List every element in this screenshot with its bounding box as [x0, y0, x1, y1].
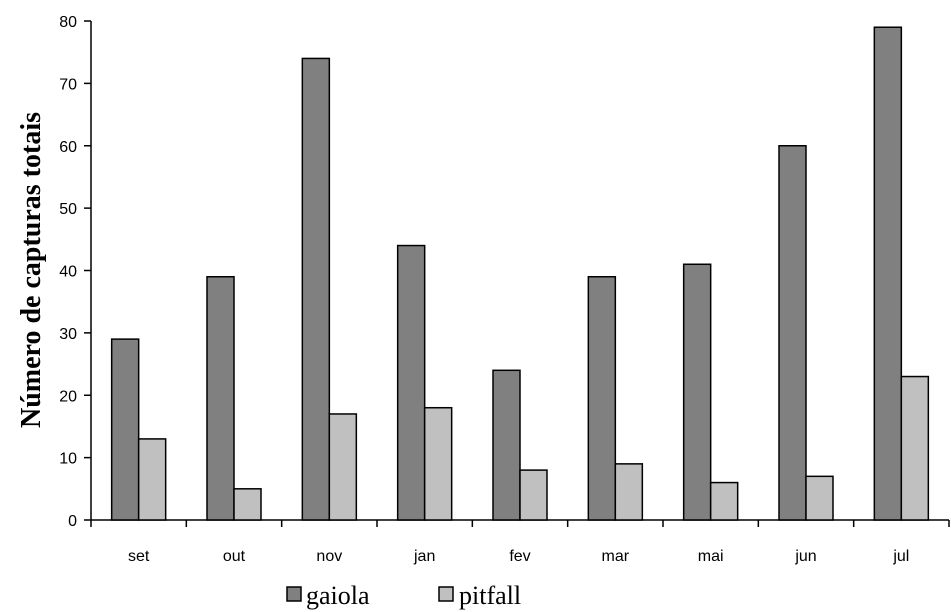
y-tick-label: 20: [59, 388, 77, 405]
bar-pitfall-out: [233, 488, 262, 521]
bar-gaiola-fev: [492, 369, 521, 521]
bar-gaiola-out: [206, 275, 235, 521]
x-tick-label-jan: jan: [413, 548, 435, 565]
bar-gaiola-set: [110, 338, 140, 521]
y-tick-label: 0: [68, 513, 77, 530]
legend-swatch-gaiola: [286, 586, 302, 602]
y-tick-label: 70: [59, 76, 77, 93]
y-tick-label: 50: [59, 201, 77, 218]
x-tick-labels: set out nov jan fev mar mai jun jul: [128, 548, 909, 565]
x-tick-label-out: out: [223, 548, 246, 565]
x-tick-label-jul: jul: [892, 548, 909, 565]
y-tick-label: 60: [59, 139, 77, 156]
bar-pitfall-jul: [900, 375, 930, 521]
x-tick-label-fev: fev: [509, 548, 530, 565]
bar-gaiola-jul: [873, 26, 903, 521]
y-tick-labels: 0 10 20 30 40 50 60 70 80: [59, 14, 77, 530]
y-tick-label: 80: [59, 14, 77, 31]
bars: [110, 26, 930, 521]
bar-gaiola-nov: [301, 57, 331, 521]
x-tick-label-mai: mai: [698, 548, 724, 565]
bar-pitfall-jan: [423, 406, 453, 521]
legend-swatch-pitfall: [438, 586, 454, 602]
x-tick-label-nov: nov: [316, 548, 342, 565]
x-tick-label-mar: mar: [602, 548, 630, 565]
bar-pitfall-jun: [805, 475, 834, 521]
x-tick-label-set: set: [128, 548, 150, 565]
y-tick-label: 10: [59, 451, 77, 468]
bar-pitfall-mai: [709, 481, 739, 521]
legend-label-gaiola: gaiola: [306, 581, 370, 610]
bar-gaiola-jan: [396, 244, 426, 521]
legend: gaiola pitfall: [286, 581, 521, 610]
bar-gaiola-jun: [778, 145, 807, 521]
x-tick-label-jun: jun: [794, 548, 816, 565]
bar-pitfall-nov: [328, 413, 358, 521]
bar-pitfall-fev: [519, 469, 548, 521]
y-tick-label: 40: [59, 264, 77, 281]
legend-label-pitfall: pitfall: [459, 581, 521, 610]
bar-pitfall-set: [137, 438, 167, 521]
bar-gaiola-mai: [682, 263, 712, 521]
y-axis-label: Número de capturas totais: [16, 112, 47, 428]
bar-pitfall-mar: [614, 463, 644, 521]
bar-gaiola-mar: [587, 275, 617, 521]
y-tick-label: 30: [59, 326, 77, 343]
